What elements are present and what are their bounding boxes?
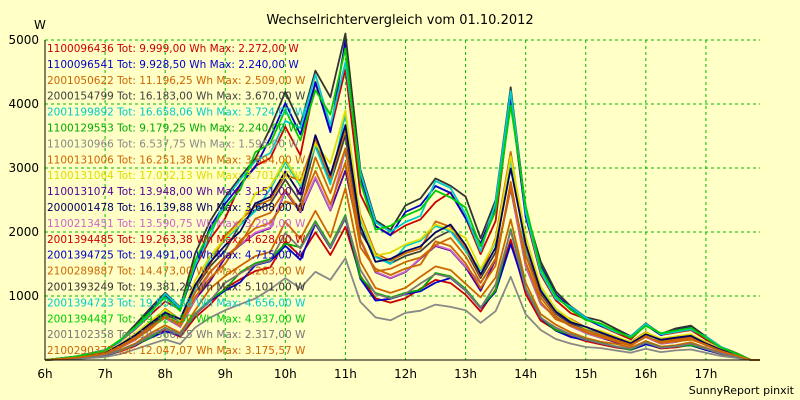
- legend-entry-1100130966: 1100130966 Tot: 6.537,75 Wh Max: 1.596,0…: [47, 138, 299, 150]
- legend-entry-1100131074: 1100131074 Tot: 13.948,00 Wh Max: 3.151,…: [47, 186, 306, 198]
- x-tick-label: 9h: [218, 367, 233, 381]
- legend-entry-2001394725: 2001394725 Tot: 19.491,00 Wh Max: 4.715,…: [47, 250, 306, 262]
- legend-entry-2000001478: 2000001478 Tot: 16.139,88 Wh Max: 3.608,…: [47, 202, 306, 214]
- y-tick-label: 3000: [8, 161, 39, 175]
- series-line-2001050622: [44, 187, 760, 361]
- legend-entry-2100290377: 2100290377 Tot: 12.047,07 Wh Max: 3.175,…: [47, 345, 306, 357]
- x-tick-label: 12h: [394, 367, 417, 381]
- legend-entry-1100096436: 1100096436 Tot: 9.999,00 Wh Max: 2.272,0…: [47, 43, 299, 55]
- x-tick-label: 15h: [574, 367, 597, 381]
- series-line-1100131064: [44, 109, 760, 361]
- x-tick-label: 13h: [454, 367, 477, 381]
- legend-entry-1100096541: 1100096541 Tot: 9.928,50 Wh Max: 2.240,0…: [47, 59, 299, 71]
- y-tick-label: 5000: [8, 33, 39, 47]
- legend-entry-1100213451: 1100213451 Tot: 13.590,75 Wh Max: 3.290,…: [47, 218, 306, 230]
- x-tick-label: 7h: [97, 367, 112, 381]
- x-tick-label: 6h: [37, 367, 52, 381]
- legend-entry-2100289887: 2100289887 Tot: 14.473,00 Wh Max: 3.263,…: [47, 266, 306, 278]
- legend-entry-2001050622: 2001050622 Tot: 11.196,25 Wh Max: 2.509,…: [47, 75, 306, 87]
- footer-credit: SunnyReport pinxit: [689, 384, 795, 397]
- tick-labels: 1000 2000 3000 4000 5000 6h 7h 8h 9h 10h 11h 12h 13h…: [8, 33, 717, 381]
- y-tick-label: 4000: [8, 97, 39, 111]
- x-tick-label: 8h: [158, 367, 173, 381]
- series-line-2001394487: [44, 47, 760, 361]
- legend-entry-1100131006: 1100131006 Tot: 16.251,38 Wh Max: 3.694,…: [47, 154, 306, 166]
- y-axis-label: W: [34, 18, 46, 32]
- legend-entry-2001394487: 2001394487 Tot: 19.327,50 Wh Max: 4.937,…: [47, 313, 306, 325]
- series-line-2000001478: [44, 124, 760, 361]
- legend-entry-2000154799: 2000154799 Tot: 16.183,00 Wh Max: 3.670,…: [47, 91, 306, 103]
- chart-title: Wechselrichtervergleich vom 01.10.2012: [266, 13, 533, 28]
- legend-entry-1100129553: 1100129553 Tot: 9.179,25 Wh Max: 2.240,0…: [47, 123, 299, 135]
- x-tick-label: 14h: [514, 367, 537, 381]
- x-tick-label: 11h: [334, 367, 357, 381]
- legend: 1100096436 Tot: 9.999,00 Wh Max: 2.272,0…: [47, 43, 306, 357]
- legend-entry-2001394485: 2001394485 Tot: 19.263,38 Wh Max: 4.628,…: [47, 234, 306, 246]
- series-line-2001102358: [44, 216, 760, 361]
- y-tick-label: 1000: [8, 289, 39, 303]
- legend-entry-1100131064: 1100131064 Tot: 17.032,13 Wh Max: 3.701,…: [47, 170, 306, 182]
- x-tick-label: 17h: [694, 367, 717, 381]
- grid: [44, 39, 760, 360]
- series-line-1100130966: [44, 257, 760, 361]
- legend-entry-2001394723: 2001394723 Tot: 19.532,88 Wh Max: 4.656,…: [47, 297, 306, 309]
- legend-entry-2001102358: 2001102358 Tot: 10.366,25 Wh Max: 2.317,…: [47, 329, 306, 341]
- legend-entry-2001393249: 2001393249 Tot: 19.381,25 Wh Max: 5.101,…: [47, 282, 306, 294]
- series-lines: [44, 32, 760, 361]
- series-line-2100290377: [44, 147, 760, 361]
- y-tick-label: 2000: [8, 225, 39, 239]
- x-tick-label: 16h: [634, 367, 657, 381]
- legend-entry-2001199892: 2001199892 Tot: 16.658,06 Wh Max: 3.724,…: [47, 107, 306, 119]
- axes: [44, 40, 760, 361]
- x-tick-label: 10h: [274, 367, 297, 381]
